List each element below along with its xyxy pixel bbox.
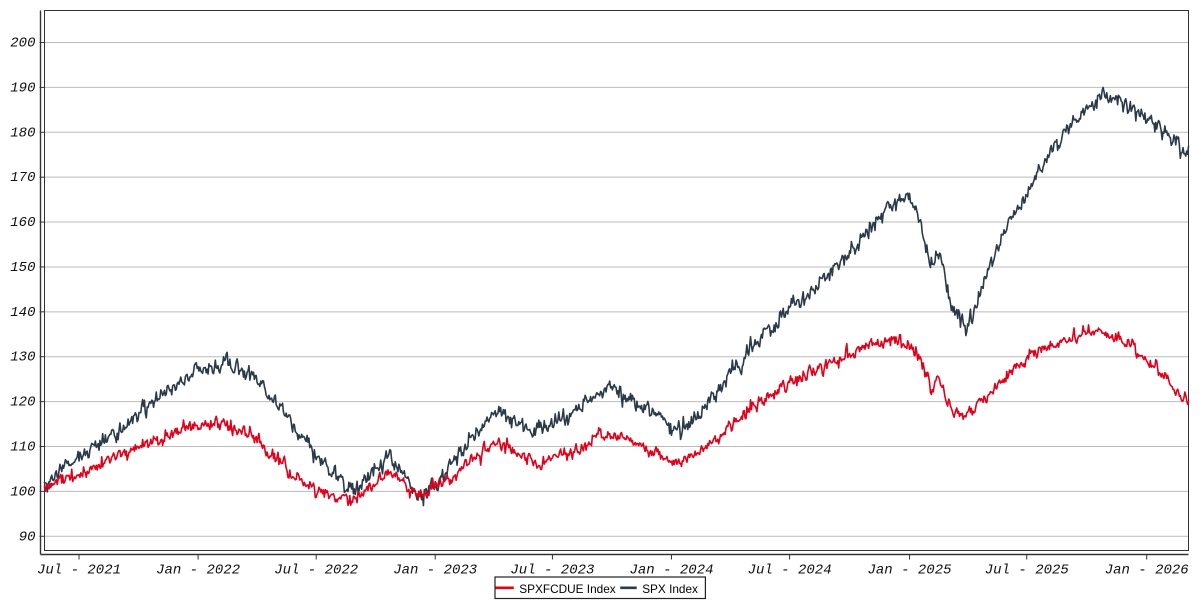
svg-text:Jul - 2021: Jul - 2021: [37, 563, 121, 579]
svg-text:170: 170: [10, 170, 35, 186]
svg-text:200: 200: [10, 36, 35, 52]
svg-text:90: 90: [19, 529, 36, 545]
svg-text:Jan - 2026: Jan - 2026: [1105, 563, 1189, 579]
svg-text:140: 140: [10, 305, 35, 321]
svg-text:Jul - 2023: Jul - 2023: [510, 563, 594, 579]
svg-text:100: 100: [10, 484, 35, 500]
svg-text:110: 110: [10, 440, 35, 456]
svg-text:120: 120: [10, 395, 35, 411]
svg-text:Jan - 2024: Jan - 2024: [629, 563, 713, 579]
svg-text:150: 150: [10, 260, 35, 276]
svg-text:Jul - 2025: Jul - 2025: [985, 563, 1070, 579]
svg-text:Jan - 2023: Jan - 2023: [393, 563, 477, 579]
svg-text:Jul - 2024: Jul - 2024: [748, 563, 832, 579]
svg-text:Jul - 2022: Jul - 2022: [274, 563, 358, 579]
svg-text:Jan - 2022: Jan - 2022: [156, 563, 240, 579]
svg-text:180: 180: [10, 125, 35, 141]
svg-text:190: 190: [10, 80, 35, 96]
svg-text:160: 160: [10, 215, 35, 231]
svg-text:Jan - 2025: Jan - 2025: [867, 563, 952, 579]
svg-text:130: 130: [10, 350, 35, 366]
svg-text:SPX Index: SPX Index: [642, 582, 698, 596]
svg-text:SPXFCDUE Index: SPXFCDUE Index: [519, 582, 615, 596]
